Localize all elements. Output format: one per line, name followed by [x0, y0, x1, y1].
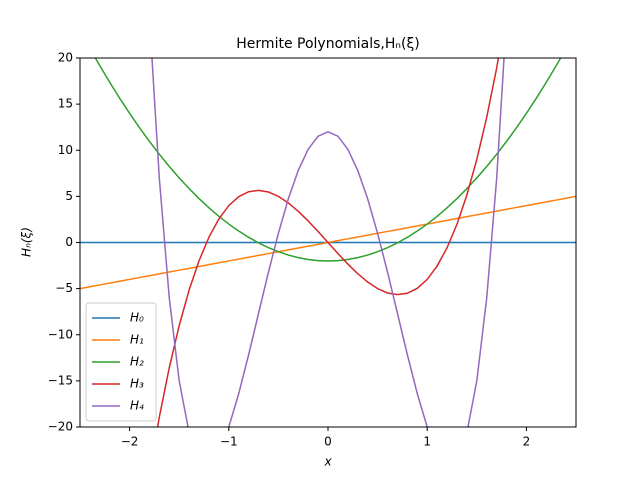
legend-label: H₃ — [130, 377, 144, 391]
chart-title: Hermite Polynomials,Hₙ(ξ) — [236, 36, 419, 52]
plot-area — [80, 58, 576, 427]
x-tick-label: 1 — [423, 435, 431, 449]
y-tick-label: 15 — [58, 97, 73, 111]
series-line — [94, 58, 562, 262]
legend-label: H₀ — [130, 311, 144, 325]
x-tick-label: −2 — [121, 435, 139, 449]
y-tick-label: −20 — [48, 420, 73, 434]
y-tick-label: −10 — [48, 327, 73, 341]
y-tick-label: 5 — [65, 189, 73, 203]
y-tick-label: −5 — [55, 281, 73, 295]
legend-box — [85, 302, 157, 422]
x-tick-label: 0 — [324, 435, 332, 449]
y-tick-label: −15 — [48, 373, 73, 387]
series-line — [156, 58, 500, 427]
legend-label: H₄ — [130, 399, 144, 413]
legend-label: H₁ — [130, 333, 144, 347]
y-tick-label: 0 — [65, 235, 73, 249]
series-line — [151, 58, 505, 427]
x-axis-label: x — [323, 455, 332, 469]
legend-label: H₂ — [130, 355, 144, 369]
y-axis-label: Hₙ(ξ) — [20, 227, 34, 257]
x-tick-label: 2 — [523, 435, 531, 449]
y-tick-label: 20 — [58, 51, 73, 65]
y-tick-label: 10 — [58, 143, 73, 157]
x-tick-label: −1 — [220, 435, 238, 449]
